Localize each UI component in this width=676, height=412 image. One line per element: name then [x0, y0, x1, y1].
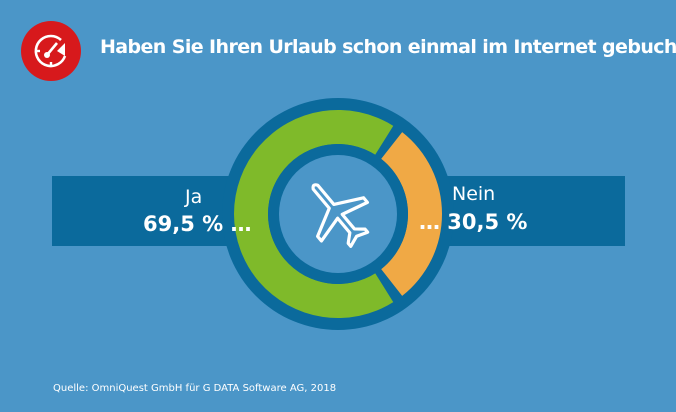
- donut-slice-nein: [381, 132, 442, 296]
- ja-label: Ja: [185, 186, 203, 208]
- donut-slice-ja: [234, 109, 394, 318]
- ja-value: 69,5 % …: [143, 212, 252, 236]
- chart-title: Haben Sie Ihren Urlaub schon einmal im I…: [100, 36, 676, 58]
- speedometer-icon: [21, 21, 81, 81]
- airplane-icon: [311, 183, 370, 248]
- donut-center: [279, 155, 397, 273]
- nein-value: … 30,5 %: [419, 210, 528, 234]
- source-note: Quelle: OmniQuest GmbH für G DATA Softwa…: [53, 383, 337, 394]
- nein-label: Nein: [452, 183, 496, 205]
